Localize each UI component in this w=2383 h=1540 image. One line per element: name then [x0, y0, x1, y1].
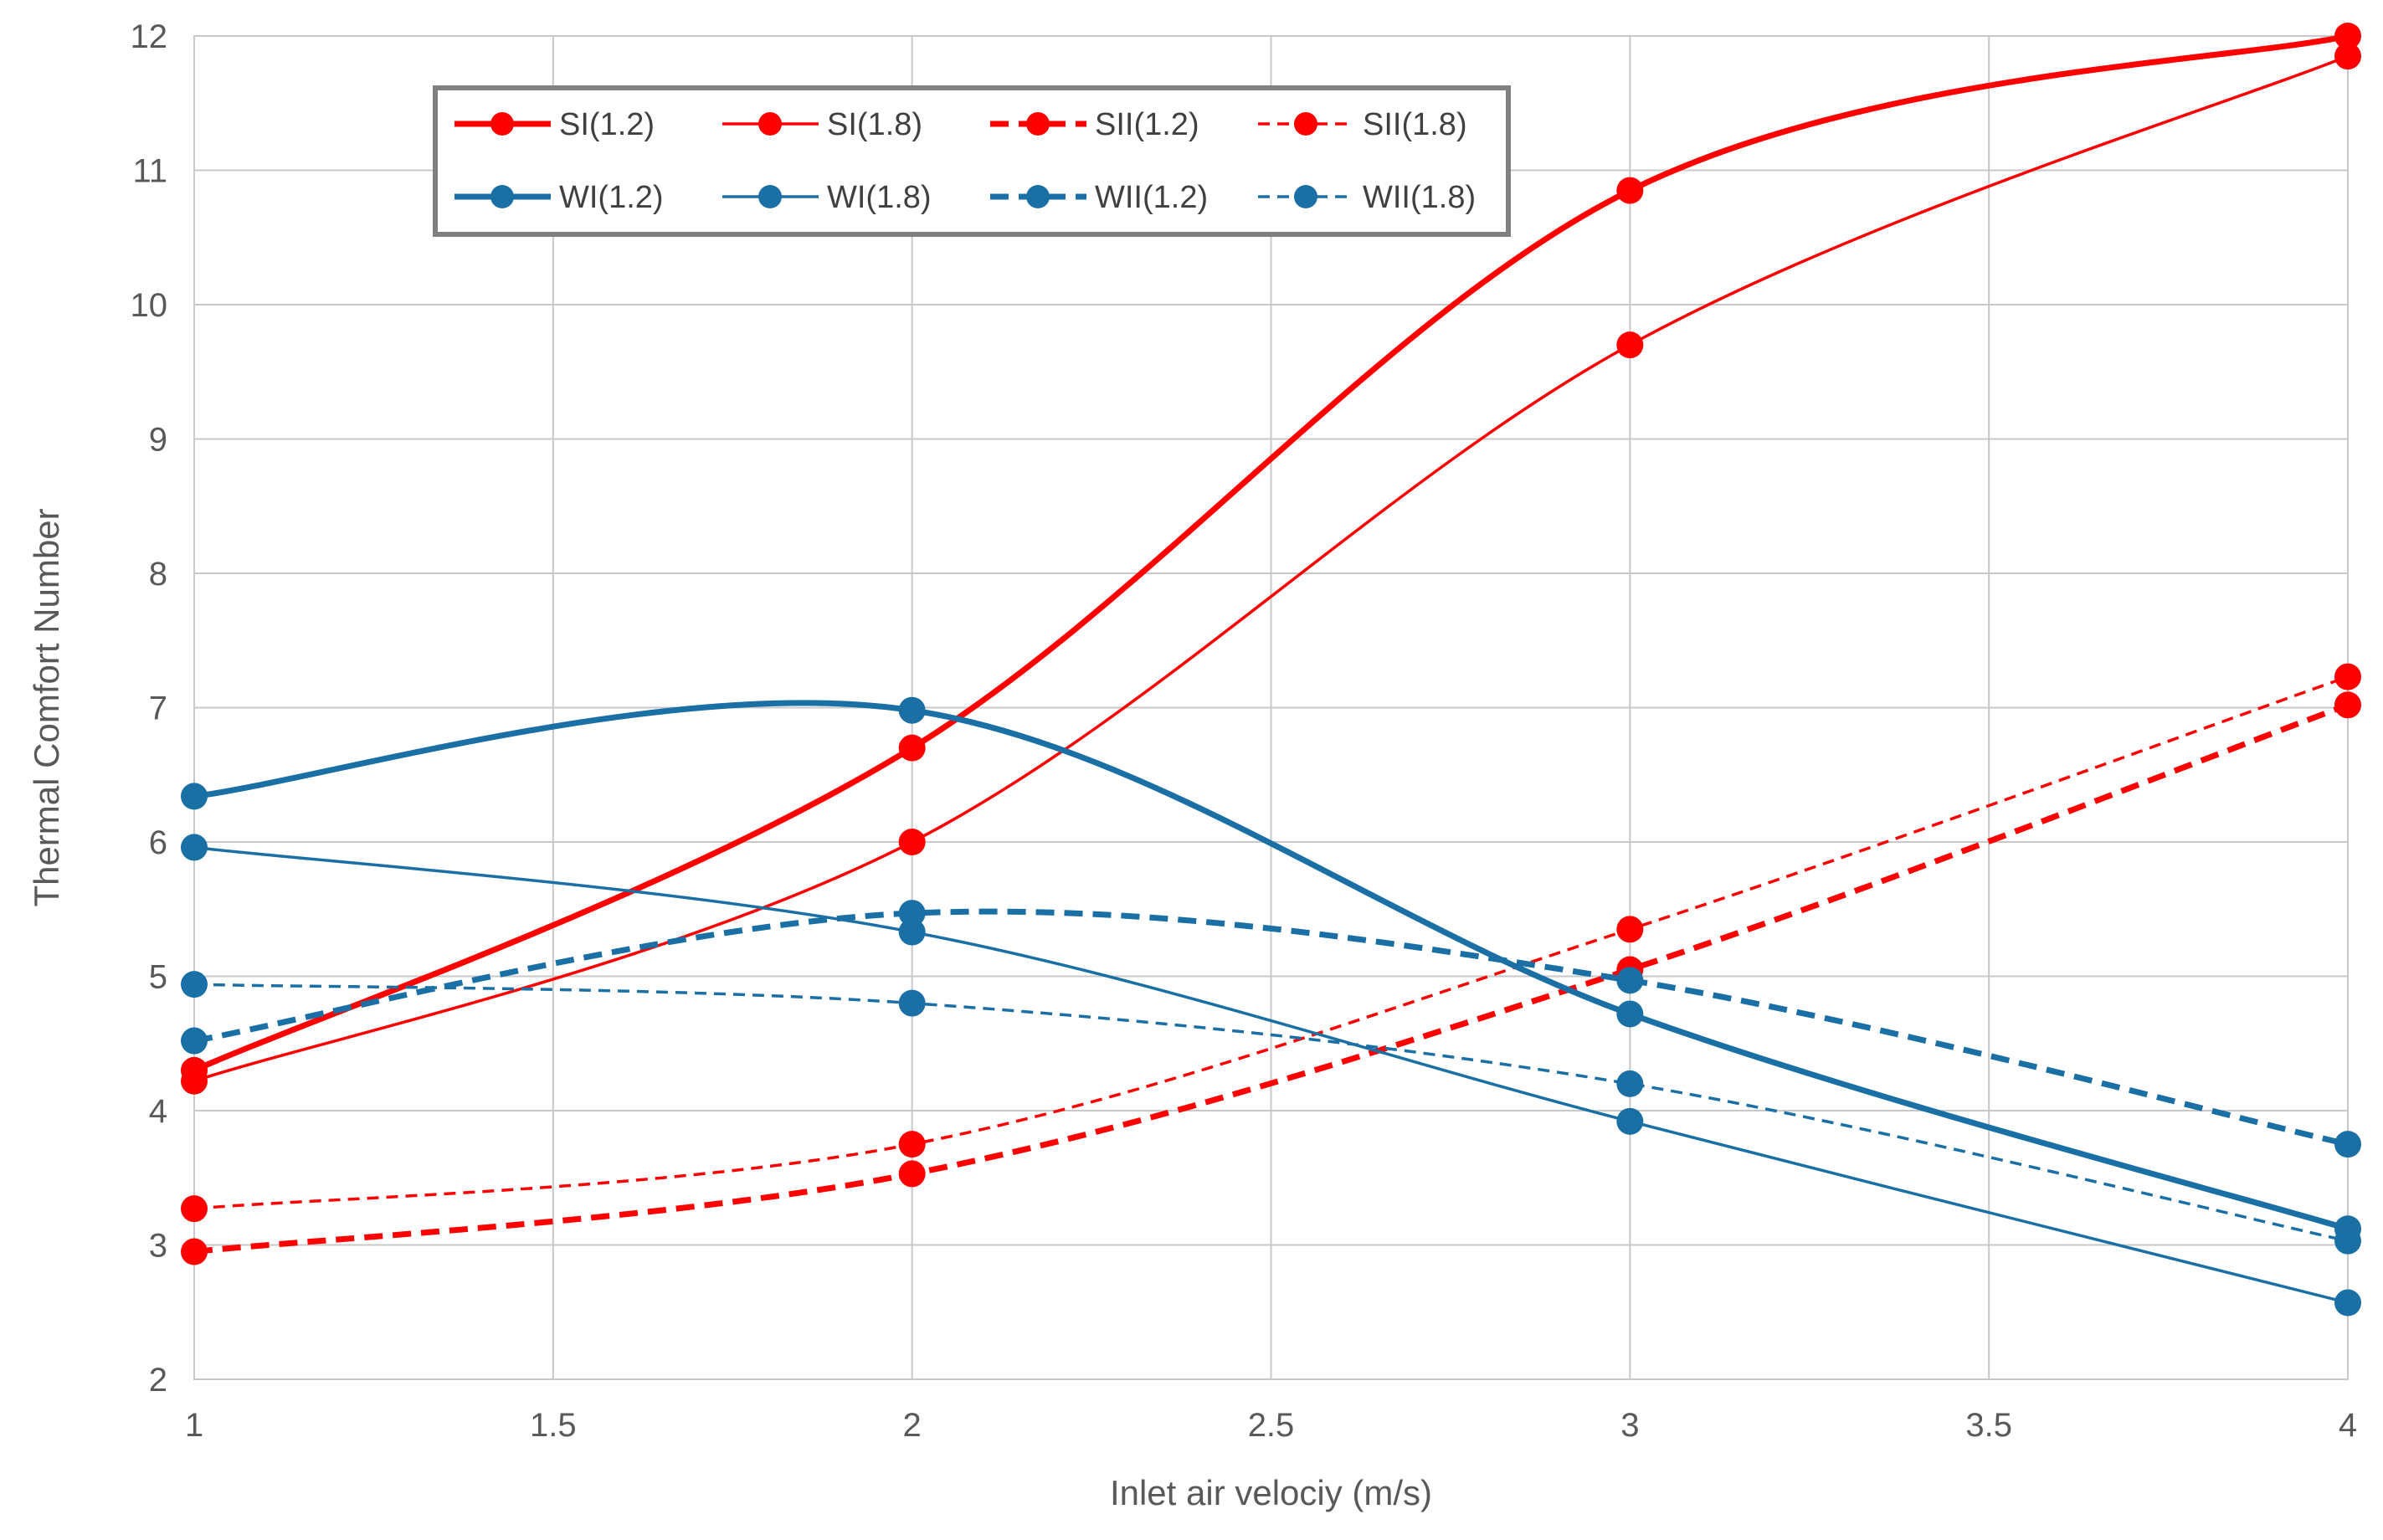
data-point [898, 734, 926, 762]
tick-labels: 2 3 4 5 6 7 8 9 10 11 12 1 1.5 2 2.5 3 3.5 4 [131, 18, 2358, 1444]
data-point [181, 1027, 208, 1055]
series-SII(1.8) [181, 663, 2361, 1223]
data-point [898, 829, 926, 855]
gridlines [193, 35, 2349, 1380]
series-WI(1.2) [181, 696, 2361, 1243]
y-axis-title: Thermal Comfort Number [27, 508, 66, 906]
data-point [1616, 177, 1644, 204]
data-point [1616, 967, 1644, 994]
y-tick-label: 11 [132, 153, 167, 190]
x-axis-title: Inlet air velociy (m/s) [1110, 1473, 1432, 1512]
legend-item: SI(1.2) [455, 107, 655, 142]
y-tick-label: 9 [149, 422, 167, 459]
legend-item: WII(1.8) [1258, 180, 1476, 215]
legend-label: WI(1.2) [559, 180, 664, 215]
legend-item: SI(1.8) [722, 107, 922, 142]
series-line [193, 700, 2350, 1232]
legend-item: SII(1.8) [1258, 107, 1467, 142]
legend-label: SII(1.2) [1095, 107, 1199, 142]
legend-swatch-marker [490, 185, 514, 208]
y-tick-label: 4 [149, 1093, 167, 1130]
legend-swatch-marker [758, 112, 782, 136]
x-tick-label: 3 [1620, 1407, 1639, 1444]
y-tick-label: 12 [131, 18, 168, 55]
x-tick-label: 1.5 [530, 1407, 577, 1444]
legend-label: WII(1.2) [1095, 180, 1208, 215]
data-point [898, 900, 926, 927]
legend-swatch-marker [1294, 185, 1317, 208]
data-point [2334, 43, 2361, 70]
series-SI(1.8) [181, 43, 2361, 1095]
series-lines [181, 23, 2361, 1317]
data-point [181, 971, 208, 998]
y-tick-label: 3 [149, 1228, 167, 1265]
y-tick-label: 10 [131, 287, 168, 324]
data-point [1616, 331, 1644, 359]
series-WII(1.8) [181, 971, 2361, 1255]
data-point [181, 834, 208, 861]
data-point [898, 918, 926, 946]
data-point [181, 1195, 208, 1223]
data-point [2334, 663, 2361, 690]
series-line [193, 845, 2349, 1305]
legend-box [433, 85, 1511, 237]
data-point [181, 1067, 208, 1095]
x-tick-label: 4 [2339, 1407, 2357, 1444]
x-tick-label: 3.5 [1965, 1407, 2012, 1444]
legend-swatch-marker [490, 112, 514, 136]
legend-item: WI(1.2) [455, 180, 664, 215]
data-point [1616, 1107, 1644, 1135]
data-point [1616, 1000, 1644, 1028]
legend-swatch-marker [1294, 112, 1317, 136]
legend-label: SI(1.8) [827, 107, 922, 142]
data-point [898, 1131, 926, 1158]
data-point [181, 1238, 208, 1265]
series-line [193, 33, 2349, 1074]
legend-item: WII(1.2) [990, 180, 1208, 215]
data-point [2334, 691, 2361, 719]
series-line [193, 54, 2349, 1083]
data-point [898, 1160, 926, 1188]
series-WI(1.8) [181, 834, 2361, 1317]
legend-swatch-marker [1026, 112, 1050, 136]
y-tick-label: 6 [149, 824, 167, 861]
data-point [1616, 1070, 1644, 1097]
data-point [1616, 916, 1644, 943]
legend-label: WII(1.8) [1363, 180, 1476, 215]
legend-item: SII(1.2) [990, 107, 1199, 142]
series-line [193, 675, 2349, 1210]
y-tick-label: 5 [149, 959, 167, 996]
series-WII(1.2) [181, 900, 2361, 1158]
x-tick-label: 1 [185, 1407, 203, 1444]
series-line [193, 702, 2350, 1255]
data-point [2334, 23, 2361, 49]
data-point [181, 783, 208, 810]
x-tick-label: 2 [903, 1407, 922, 1444]
data-point [2334, 1131, 2361, 1158]
data-point [2334, 1227, 2361, 1255]
data-point [898, 989, 926, 1017]
data-point [898, 696, 926, 724]
legend-label: WI(1.8) [827, 180, 932, 215]
y-tick-label: 8 [149, 556, 167, 593]
legend-label: SII(1.8) [1363, 107, 1467, 142]
series-line [193, 908, 2349, 1147]
legend-label: SI(1.2) [559, 107, 655, 142]
legend-item: WI(1.8) [722, 180, 932, 215]
y-tick-label: 2 [149, 1362, 167, 1399]
x-tick-label: 2.5 [1248, 1407, 1295, 1444]
series-line [193, 983, 2349, 1243]
data-point [2334, 1289, 2361, 1317]
legend-swatch-marker [758, 185, 782, 208]
y-tick-label: 7 [149, 690, 167, 727]
legend: SI(1.2) SI(1.8) SII(1.2) SII(1.8) WI(1.2) WI(… [433, 85, 1511, 237]
legend-swatch-marker [1026, 185, 1050, 208]
